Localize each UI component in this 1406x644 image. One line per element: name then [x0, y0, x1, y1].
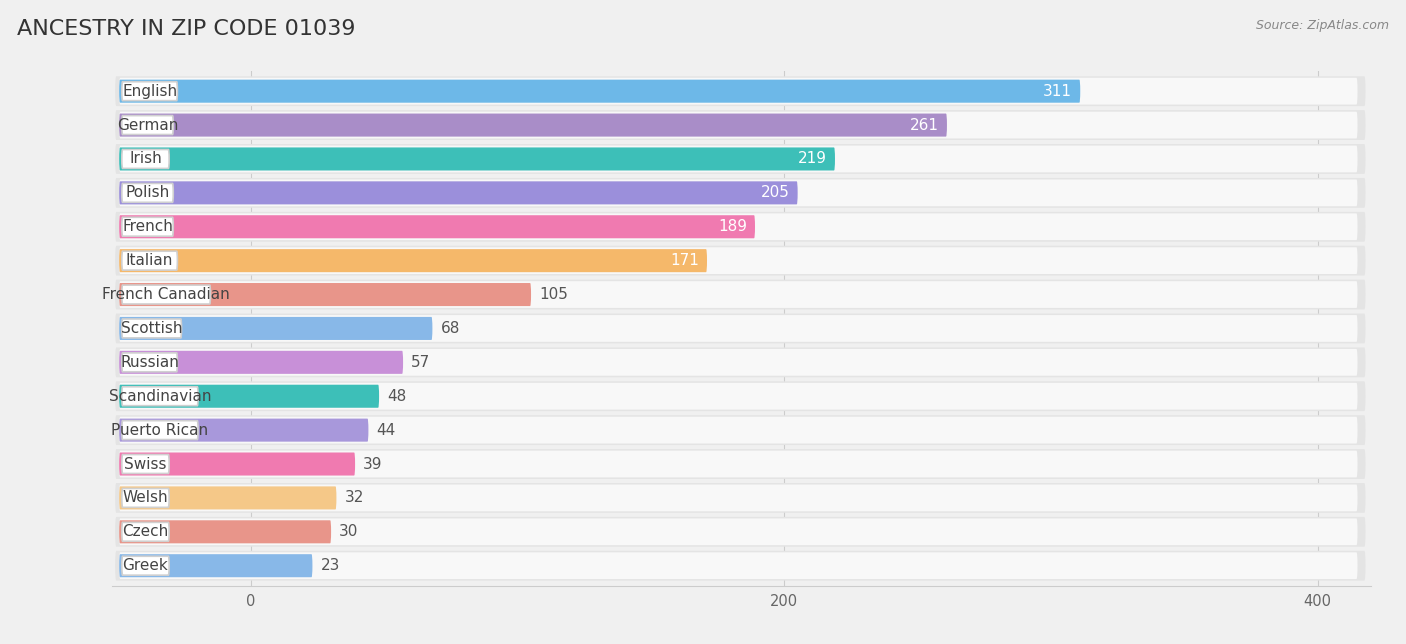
- FancyBboxPatch shape: [115, 76, 1365, 106]
- FancyBboxPatch shape: [120, 486, 336, 509]
- Text: 39: 39: [363, 457, 382, 471]
- Text: French: French: [122, 219, 173, 234]
- Text: Scottish: Scottish: [121, 321, 183, 336]
- Text: 30: 30: [339, 524, 359, 539]
- FancyBboxPatch shape: [120, 417, 1358, 444]
- FancyBboxPatch shape: [122, 251, 177, 270]
- Text: ANCESTRY IN ZIP CODE 01039: ANCESTRY IN ZIP CODE 01039: [17, 19, 356, 39]
- Text: Italian: Italian: [127, 253, 173, 268]
- FancyBboxPatch shape: [115, 246, 1365, 276]
- FancyBboxPatch shape: [122, 319, 181, 338]
- Text: 23: 23: [321, 558, 340, 573]
- Text: 205: 205: [761, 185, 790, 200]
- FancyBboxPatch shape: [122, 556, 169, 575]
- FancyBboxPatch shape: [120, 317, 433, 340]
- FancyBboxPatch shape: [115, 314, 1365, 343]
- FancyBboxPatch shape: [122, 116, 173, 135]
- FancyBboxPatch shape: [122, 82, 177, 100]
- FancyBboxPatch shape: [122, 421, 198, 440]
- FancyBboxPatch shape: [120, 78, 1358, 104]
- Text: 48: 48: [387, 389, 406, 404]
- Text: 219: 219: [799, 151, 827, 166]
- FancyBboxPatch shape: [115, 178, 1365, 208]
- FancyBboxPatch shape: [120, 281, 1358, 308]
- FancyBboxPatch shape: [120, 147, 835, 171]
- FancyBboxPatch shape: [120, 518, 1358, 545]
- FancyBboxPatch shape: [120, 349, 1358, 375]
- Text: 57: 57: [411, 355, 430, 370]
- FancyBboxPatch shape: [122, 217, 173, 236]
- FancyBboxPatch shape: [120, 283, 531, 306]
- FancyBboxPatch shape: [115, 110, 1365, 140]
- FancyBboxPatch shape: [115, 347, 1365, 377]
- FancyBboxPatch shape: [120, 80, 1080, 102]
- FancyBboxPatch shape: [120, 553, 1358, 579]
- FancyBboxPatch shape: [122, 387, 198, 406]
- FancyBboxPatch shape: [120, 554, 312, 577]
- Text: Greek: Greek: [122, 558, 169, 573]
- FancyBboxPatch shape: [120, 484, 1358, 511]
- Text: English: English: [122, 84, 177, 99]
- FancyBboxPatch shape: [122, 353, 177, 372]
- Text: 189: 189: [718, 219, 747, 234]
- FancyBboxPatch shape: [115, 279, 1365, 310]
- Text: Source: ZipAtlas.com: Source: ZipAtlas.com: [1256, 19, 1389, 32]
- FancyBboxPatch shape: [115, 212, 1365, 242]
- Text: Czech: Czech: [122, 524, 169, 539]
- Text: 105: 105: [538, 287, 568, 302]
- FancyBboxPatch shape: [120, 182, 797, 204]
- FancyBboxPatch shape: [122, 149, 169, 169]
- FancyBboxPatch shape: [120, 249, 707, 272]
- Text: Scandinavian: Scandinavian: [108, 389, 211, 404]
- FancyBboxPatch shape: [120, 383, 1358, 410]
- Text: Russian: Russian: [120, 355, 179, 370]
- FancyBboxPatch shape: [122, 455, 169, 473]
- Text: 68: 68: [440, 321, 460, 336]
- FancyBboxPatch shape: [120, 180, 1358, 206]
- FancyBboxPatch shape: [115, 449, 1365, 479]
- FancyBboxPatch shape: [122, 488, 169, 507]
- Text: 171: 171: [671, 253, 699, 268]
- Text: 32: 32: [344, 491, 364, 506]
- Text: German: German: [117, 118, 179, 133]
- FancyBboxPatch shape: [120, 451, 1358, 477]
- FancyBboxPatch shape: [115, 415, 1365, 445]
- Text: Polish: Polish: [125, 185, 170, 200]
- FancyBboxPatch shape: [120, 146, 1358, 173]
- Text: Irish: Irish: [129, 151, 162, 166]
- FancyBboxPatch shape: [120, 384, 380, 408]
- FancyBboxPatch shape: [120, 520, 330, 544]
- FancyBboxPatch shape: [120, 213, 1358, 240]
- Text: 311: 311: [1043, 84, 1073, 99]
- FancyBboxPatch shape: [115, 551, 1365, 581]
- FancyBboxPatch shape: [122, 522, 169, 541]
- Text: Swiss: Swiss: [124, 457, 167, 471]
- FancyBboxPatch shape: [120, 315, 1358, 342]
- FancyBboxPatch shape: [120, 419, 368, 442]
- FancyBboxPatch shape: [120, 215, 755, 238]
- Text: Puerto Rican: Puerto Rican: [111, 422, 208, 438]
- FancyBboxPatch shape: [120, 113, 948, 137]
- Text: 261: 261: [910, 118, 939, 133]
- FancyBboxPatch shape: [115, 517, 1365, 547]
- FancyBboxPatch shape: [122, 184, 173, 202]
- FancyBboxPatch shape: [120, 247, 1358, 274]
- FancyBboxPatch shape: [120, 111, 1358, 138]
- FancyBboxPatch shape: [115, 483, 1365, 513]
- FancyBboxPatch shape: [120, 453, 356, 475]
- FancyBboxPatch shape: [115, 144, 1365, 174]
- FancyBboxPatch shape: [120, 351, 404, 374]
- Text: 44: 44: [377, 422, 395, 438]
- Text: French Canadian: French Canadian: [103, 287, 231, 302]
- FancyBboxPatch shape: [115, 381, 1365, 411]
- Text: Welsh: Welsh: [122, 491, 169, 506]
- FancyBboxPatch shape: [122, 285, 211, 304]
